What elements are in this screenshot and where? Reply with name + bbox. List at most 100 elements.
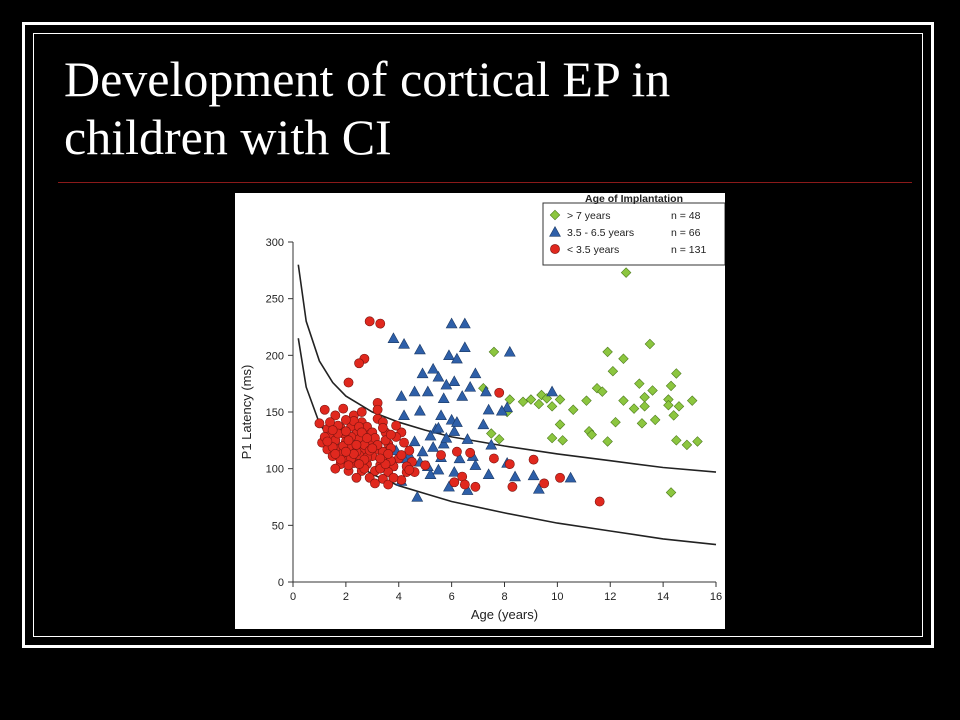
legend-marker-red: [550, 244, 560, 254]
blue-point: [451, 416, 463, 427]
blue-point: [477, 418, 490, 430]
red-point: [356, 407, 367, 417]
blue-point: [469, 367, 482, 379]
green-point: [636, 418, 648, 429]
red-point: [327, 425, 338, 436]
blue-point: [448, 375, 461, 387]
green-point: [525, 394, 537, 405]
blue-point: [432, 421, 445, 433]
green-point: [546, 401, 558, 412]
red-point: [367, 443, 378, 454]
red-point: [436, 450, 446, 460]
red-point: [343, 377, 354, 388]
red-point: [470, 481, 481, 492]
green-point: [673, 401, 685, 412]
y-tick-label: 250: [266, 294, 284, 306]
blue-point: [413, 343, 426, 355]
blue-point: [564, 471, 577, 483]
green-point: [668, 410, 679, 421]
blue-point: [387, 332, 400, 343]
red-point: [322, 436, 333, 447]
green-point: [681, 439, 693, 451]
red-point: [340, 446, 351, 457]
blue-point: [427, 362, 440, 374]
green-point: [610, 416, 621, 428]
red-point: [364, 316, 375, 327]
slide-title-line-1: Development of cortical EP in: [64, 51, 671, 107]
blue-point: [445, 317, 458, 329]
red-point: [362, 433, 372, 443]
y-tick-label: 200: [266, 350, 284, 362]
red-point: [351, 472, 362, 483]
y-tick-label: 0: [278, 577, 284, 589]
blue-point: [448, 425, 461, 436]
red-point: [330, 410, 341, 421]
blue-point: [440, 432, 453, 443]
red-point: [351, 439, 362, 450]
green-point: [602, 346, 613, 358]
legend-count: n = 131: [671, 244, 706, 256]
green-point: [597, 386, 608, 397]
blue-point: [453, 452, 466, 464]
green-point: [639, 392, 650, 403]
legend-label: 3.5 - 6.5 years: [567, 227, 634, 239]
red-point: [465, 447, 476, 458]
green-point: [557, 435, 568, 446]
blue-point: [482, 403, 495, 415]
red-point: [330, 463, 341, 474]
green-point: [554, 419, 566, 430]
y-axis-label: P1 Latency (ms): [239, 365, 254, 460]
blue-point: [456, 390, 469, 401]
green-point: [647, 385, 658, 396]
green-point: [663, 399, 674, 411]
green-point: [607, 365, 619, 377]
legend-marker-green: [549, 209, 561, 221]
red-point: [340, 415, 351, 425]
legend-box: [542, 202, 726, 266]
x-tick-label: 12: [604, 591, 616, 603]
red-point: [375, 453, 386, 464]
green-point: [671, 435, 682, 446]
legend-count: n = 48: [671, 210, 701, 222]
y-tick-label: 300: [266, 237, 284, 249]
blue-point: [464, 381, 477, 392]
blue-point: [501, 401, 514, 413]
blue-point: [461, 484, 474, 495]
x-tick-label: 8: [501, 591, 507, 603]
red-point: [343, 435, 354, 446]
green-point: [581, 395, 592, 406]
blue-point: [503, 345, 516, 357]
blue-point: [424, 429, 437, 441]
red-point: [314, 418, 325, 429]
red-point: [330, 449, 341, 459]
y-tick-label: 150: [266, 407, 284, 419]
green-point: [618, 395, 629, 406]
red-point: [343, 460, 354, 471]
legend-marker-blue: [549, 225, 561, 237]
red-point: [354, 358, 364, 369]
green-point: [568, 404, 579, 415]
green-point: [586, 429, 597, 440]
blue-point: [448, 466, 461, 477]
red-point: [385, 429, 396, 440]
blue-point: [432, 463, 445, 475]
blue-point: [458, 341, 471, 353]
green-point: [541, 393, 553, 404]
green-point: [546, 432, 558, 444]
red-point: [452, 446, 462, 457]
red-point: [404, 464, 415, 475]
green-point: [686, 395, 698, 406]
blue-point: [485, 438, 498, 450]
green-point: [665, 487, 677, 498]
legend-title: Age of Implantation: [585, 193, 683, 205]
green-point: [649, 414, 661, 426]
green-point: [628, 403, 640, 414]
red-point: [507, 481, 518, 492]
red-point: [489, 453, 499, 464]
green-point: [591, 382, 603, 394]
red-point: [372, 404, 383, 415]
blue-point: [432, 370, 445, 382]
blue-point: [480, 385, 492, 397]
red-point: [338, 403, 349, 414]
red-point: [404, 445, 415, 456]
